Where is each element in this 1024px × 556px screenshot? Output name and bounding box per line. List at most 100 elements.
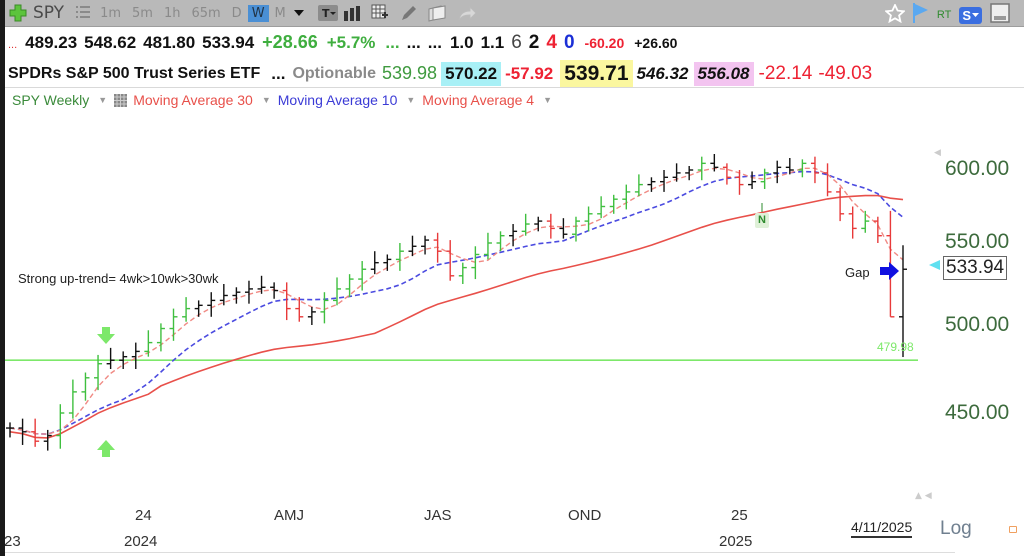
window-left-border (0, 0, 5, 556)
timeframe-1h[interactable]: 1h (163, 5, 181, 21)
quote-row-ohlc: ... 489.23 548.62 481.80 533.94 +28.66 +… (8, 32, 684, 58)
star-icon[interactable] (884, 2, 906, 27)
quote-delta-2: +26.60 (634, 35, 678, 51)
y-tick-500: 500.00 (945, 313, 1010, 336)
x-tick-24: 24 (135, 507, 152, 524)
ma4-line (9, 167, 904, 435)
quote-delta-1: -60.20 (584, 35, 625, 51)
quote-count-3: 4 (546, 32, 557, 53)
x-tick-ond: OND (568, 507, 602, 524)
quote-low: 481.80 (143, 33, 196, 52)
timeframe-dropdown-icon[interactable] (293, 9, 304, 17)
log-scale-button[interactable]: Log (940, 518, 972, 539)
quote-dots-2: ... (406, 33, 421, 52)
quote-row-details: SPDRs S&P 500 Trust Series ETF ... Optio… (8, 59, 878, 88)
s-menu-icon[interactable]: S (959, 6, 982, 24)
timeframe-monthly[interactable]: M (274, 5, 286, 21)
list-icon[interactable] (76, 5, 91, 21)
quote-dots-1: ... (385, 33, 400, 52)
svg-text:T: T (322, 7, 330, 20)
current-price-label: 533.94 (943, 256, 1008, 280)
timeframe-daily[interactable]: D (231, 5, 242, 21)
detail-value-3: -57.92 (505, 63, 554, 83)
chart-legend: SPY Weekly ▼ Moving Average 30 ▼ Moving … (12, 92, 559, 108)
timeframe-5m[interactable]: 5m (132, 5, 153, 21)
quote-value-2: 1.1 (480, 33, 505, 52)
quote-close: 533.94 (202, 33, 255, 52)
camera-icon[interactable] (1009, 526, 1017, 533)
share-icon[interactable] (457, 5, 477, 21)
scroll-left-icon[interactable]: ◀ (934, 148, 941, 158)
legend-ma4[interactable]: Moving Average 4 (422, 92, 535, 108)
legend-ma10[interactable]: Moving Average 10 (277, 92, 398, 108)
flag-icon[interactable] (912, 3, 929, 27)
timeframe-1m[interactable]: 1m (100, 5, 121, 21)
detail-value-2: 570.22 (441, 61, 502, 86)
quote-count-4: 0 (563, 32, 575, 53)
quote-value-1: 1.0 (449, 33, 474, 52)
optionable-label: Optionable (292, 64, 376, 82)
quote-dots-prefix: ... (8, 39, 18, 51)
detail-value-7: -22.14 (758, 62, 813, 84)
timeframe-65m[interactable]: 65m (191, 5, 221, 21)
detail-value-6: 556.08 (693, 61, 754, 86)
grid-settings-icon[interactable] (114, 93, 128, 107)
instrument-name: SPDRs S&P 500 Trust Series ETF (8, 64, 261, 82)
down-arrow-icon (97, 327, 115, 344)
scroll-arrows-icon[interactable]: ▲ ◀ (915, 491, 932, 501)
support-value-label: 479.98 (877, 340, 914, 354)
chevron-down-icon[interactable]: ▼ (406, 95, 416, 105)
detail-value-1: 539.98 (382, 63, 438, 83)
quote-dots-3: ... (427, 33, 442, 52)
bar-style-icon[interactable] (343, 5, 361, 21)
x-tick-25: 25 (731, 507, 748, 524)
detail-value-8: -49.03 (818, 62, 873, 84)
bottom-divider (5, 552, 955, 553)
header-divider (5, 87, 1024, 88)
legend-series[interactable]: SPY Weekly (12, 92, 90, 108)
quote-change-pct: +5.7% (326, 33, 376, 52)
pencil-icon[interactable] (399, 4, 417, 22)
chevron-down-icon[interactable]: ▼ (98, 95, 108, 105)
y-tick-550: 550.00 (945, 230, 1010, 253)
add-grid-icon[interactable] (371, 4, 389, 22)
legend-ma30[interactable]: Moving Average 30 (133, 92, 253, 108)
folder-icon[interactable] (427, 4, 447, 22)
current-date-label[interactable]: 4/11/2025 (851, 519, 913, 538)
trend-note: Strong up-trend= 4wk>10wk>30wk (18, 271, 219, 286)
detail-value-4: 539.71 (560, 59, 633, 88)
x-tick-2025: 2025 (719, 533, 753, 550)
rt-icon[interactable]: RT (936, 9, 952, 21)
ma30-line (9, 194, 904, 439)
quote-change: +28.66 (262, 32, 318, 52)
toolbar-right: RT S (884, 2, 1010, 27)
ma10-line (9, 170, 904, 435)
window-icon[interactable] (990, 3, 1010, 27)
detail-value-5: 546.32 (636, 63, 689, 83)
up-arrow-icon (97, 440, 115, 457)
quote-open: 489.23 (25, 33, 78, 52)
x-tick-2024: 2024 (124, 533, 158, 550)
symbol-label[interactable]: SPY (33, 3, 65, 23)
quote-high: 548.62 (84, 33, 137, 52)
add-symbol-icon[interactable] (9, 4, 27, 22)
y-tick-600: 600.00 (945, 157, 1010, 180)
toolbar: SPY 1m 5m 1h 65m D W M T (5, 0, 1024, 27)
timeframe-weekly[interactable]: W (247, 4, 269, 22)
price-marker-icon (929, 260, 940, 270)
gap-arrow-icon (880, 262, 899, 280)
y-tick-450: 450.00 (945, 401, 1010, 424)
x-tick-amj: AMJ (274, 507, 304, 524)
details-dots: ... (271, 63, 286, 83)
n-marker: N (755, 213, 769, 228)
quote-count-1: 6 (511, 32, 522, 53)
text-tool-icon[interactable]: T (317, 5, 338, 21)
gap-label: Gap (845, 265, 870, 280)
x-tick-23: 23 (4, 533, 21, 550)
chevron-down-icon[interactable]: ▼ (543, 95, 553, 105)
chevron-down-icon[interactable]: ▼ (261, 95, 271, 105)
s-menu-label: S (962, 7, 971, 23)
quote-count-2: 2 (528, 32, 540, 53)
